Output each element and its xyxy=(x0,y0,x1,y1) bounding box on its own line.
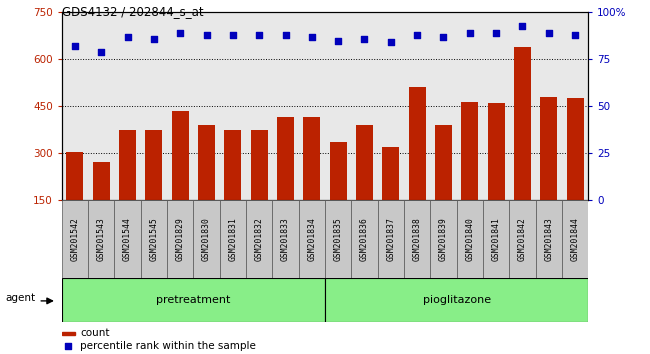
Point xyxy=(491,30,501,36)
Bar xyxy=(352,200,378,278)
Bar xyxy=(167,200,194,278)
Text: GSM201831: GSM201831 xyxy=(228,217,237,261)
Bar xyxy=(140,200,167,278)
Bar xyxy=(66,152,83,200)
Bar xyxy=(93,162,110,200)
Bar xyxy=(409,87,426,200)
Point xyxy=(307,34,317,40)
Point xyxy=(175,30,185,36)
Text: count: count xyxy=(80,328,110,338)
Bar xyxy=(483,200,510,278)
Text: GSM201838: GSM201838 xyxy=(413,217,422,261)
Text: GSM201834: GSM201834 xyxy=(307,217,317,261)
Bar xyxy=(146,130,162,200)
Bar xyxy=(430,200,457,278)
Bar xyxy=(356,125,373,200)
Point xyxy=(543,30,554,36)
Text: GDS4132 / 202844_s_at: GDS4132 / 202844_s_at xyxy=(62,5,203,18)
Text: GSM201843: GSM201843 xyxy=(544,217,553,261)
Point xyxy=(412,32,423,38)
Bar xyxy=(536,200,562,278)
Bar xyxy=(172,111,188,200)
Text: GSM201842: GSM201842 xyxy=(518,217,527,261)
Text: GSM201544: GSM201544 xyxy=(123,217,132,261)
Text: pretreatment: pretreatment xyxy=(156,295,231,305)
Bar xyxy=(304,117,320,200)
Bar xyxy=(330,142,346,200)
Point xyxy=(333,38,343,44)
Bar xyxy=(277,117,294,200)
Bar xyxy=(251,130,268,200)
Point xyxy=(122,34,133,40)
Text: GSM201830: GSM201830 xyxy=(202,217,211,261)
Text: GSM201836: GSM201836 xyxy=(360,217,369,261)
Bar xyxy=(540,97,557,200)
Bar xyxy=(62,278,325,322)
Text: GSM201840: GSM201840 xyxy=(465,217,474,261)
Bar xyxy=(325,200,351,278)
Bar xyxy=(325,278,588,322)
Bar xyxy=(456,200,483,278)
Text: GSM201829: GSM201829 xyxy=(176,217,185,261)
Text: GSM201832: GSM201832 xyxy=(255,217,264,261)
Bar xyxy=(488,103,504,200)
Point xyxy=(465,30,475,36)
Bar xyxy=(382,147,399,200)
Point xyxy=(63,343,73,349)
Bar xyxy=(194,200,220,278)
Text: GSM201844: GSM201844 xyxy=(571,217,580,261)
Bar xyxy=(246,200,272,278)
Bar xyxy=(62,200,88,278)
Bar xyxy=(198,125,215,200)
Bar xyxy=(462,102,478,200)
Text: agent: agent xyxy=(5,293,35,303)
Point xyxy=(96,49,107,55)
Bar xyxy=(62,332,75,335)
Text: GSM201542: GSM201542 xyxy=(70,217,79,261)
Point xyxy=(280,32,291,38)
Text: GSM201833: GSM201833 xyxy=(281,217,290,261)
Text: pioglitazone: pioglitazone xyxy=(422,295,491,305)
Point xyxy=(570,32,580,38)
Point xyxy=(438,34,448,40)
Bar xyxy=(119,130,136,200)
Bar xyxy=(224,130,241,200)
Bar xyxy=(378,200,404,278)
Point xyxy=(70,43,80,49)
Bar xyxy=(562,200,588,278)
Point xyxy=(227,32,238,38)
Bar xyxy=(272,200,299,278)
Bar xyxy=(220,200,246,278)
Point xyxy=(149,36,159,41)
Bar xyxy=(510,200,536,278)
Bar xyxy=(514,47,531,200)
Text: GSM201837: GSM201837 xyxy=(386,217,395,261)
Point xyxy=(385,40,396,45)
Text: GSM201835: GSM201835 xyxy=(333,217,343,261)
Text: GSM201543: GSM201543 xyxy=(97,217,106,261)
Text: percentile rank within the sample: percentile rank within the sample xyxy=(80,341,256,351)
Text: GSM201839: GSM201839 xyxy=(439,217,448,261)
Bar xyxy=(114,200,141,278)
Bar xyxy=(88,200,114,278)
Bar xyxy=(299,200,325,278)
Point xyxy=(202,32,212,38)
Bar xyxy=(435,125,452,200)
Bar xyxy=(567,98,584,200)
Bar xyxy=(404,200,430,278)
Text: GSM201545: GSM201545 xyxy=(150,217,159,261)
Point xyxy=(254,32,265,38)
Text: GSM201841: GSM201841 xyxy=(491,217,500,261)
Point xyxy=(359,36,370,41)
Point xyxy=(517,23,528,28)
